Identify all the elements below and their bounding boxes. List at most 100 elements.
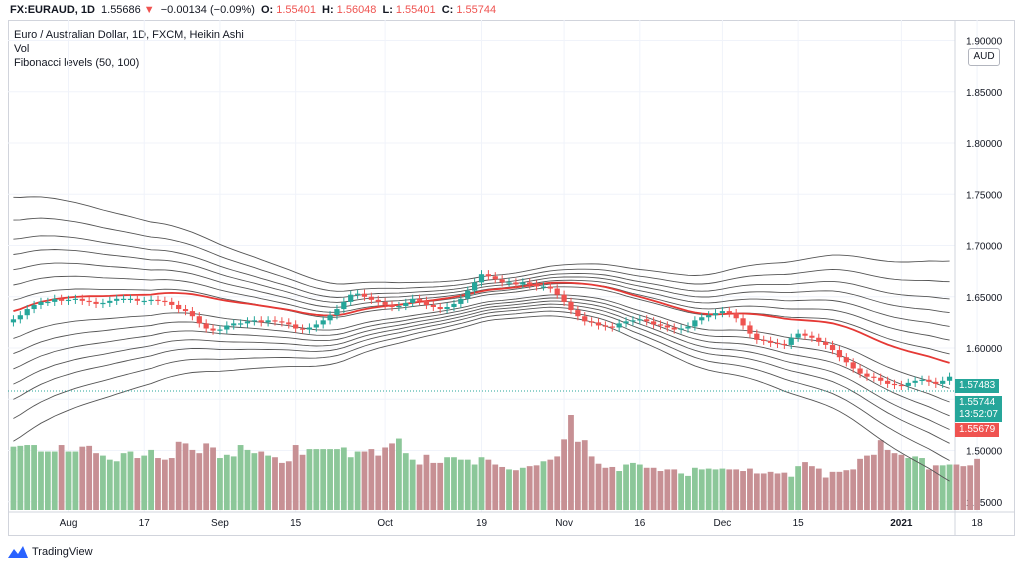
volume-bar	[513, 470, 519, 510]
candle-body	[258, 320, 264, 323]
candle-body	[884, 380, 891, 384]
bar-countdown: 13:52:07	[959, 409, 998, 420]
candle-body	[843, 357, 849, 363]
volume-bar	[926, 469, 932, 510]
volume-bar	[733, 469, 740, 510]
volume-bar	[967, 465, 974, 510]
candle-body	[341, 301, 347, 310]
volume-bar	[753, 473, 760, 510]
candle-body	[898, 384, 904, 387]
volume-bar	[196, 453, 203, 510]
volume-bar	[251, 453, 258, 510]
candle-body	[506, 282, 512, 284]
volume-bar	[320, 449, 327, 510]
candle-body	[485, 274, 491, 277]
legend-volume[interactable]: Vol	[14, 43, 30, 55]
footer-brand: TradingView	[32, 546, 93, 558]
close-value: 1.55744	[456, 4, 497, 16]
candle-body	[829, 344, 836, 351]
volume-bar	[829, 471, 836, 510]
volume-bar	[960, 466, 967, 510]
volume-bar	[31, 445, 37, 510]
volume-bar	[939, 465, 946, 510]
candle-body	[685, 326, 691, 329]
candle-body	[10, 319, 17, 323]
candle-body	[657, 324, 664, 326]
volume-bar	[396, 438, 402, 510]
x-tick-label: Nov	[555, 518, 573, 529]
volume-bar	[334, 449, 340, 510]
candle-body	[561, 294, 567, 302]
volume-bar	[361, 451, 368, 510]
candle-body	[754, 333, 760, 340]
candle-body	[637, 319, 643, 321]
symbol-name[interactable]: FX:EURAUD, 1D	[10, 4, 95, 16]
volume-bar	[292, 445, 299, 510]
candle-body	[623, 321, 629, 324]
volume-bar	[581, 440, 588, 510]
tradingview-logo[interactable]: TradingView	[8, 543, 93, 561]
candle-body	[795, 333, 801, 338]
volume-bar	[375, 455, 382, 510]
candle-body	[919, 379, 925, 381]
volume-bar	[857, 458, 863, 510]
candle-body	[313, 324, 319, 328]
volume-bar	[79, 446, 86, 510]
x-tick-label: 18	[972, 518, 984, 529]
candle-body	[127, 298, 134, 300]
candle-body	[45, 301, 51, 304]
volume-bar	[795, 466, 802, 510]
candle-body	[169, 301, 175, 305]
volume-bar	[478, 457, 485, 510]
volume-bar	[815, 468, 822, 510]
volume-bar	[237, 445, 244, 510]
candle-body	[492, 276, 498, 280]
candle-body	[664, 325, 670, 328]
candle-body	[286, 322, 292, 325]
legend-series[interactable]: Euro / Australian Dollar, 1D, FXCM, Heik…	[14, 29, 244, 41]
candle-body	[348, 294, 354, 302]
candle-body	[465, 290, 471, 299]
candle-body	[520, 282, 526, 285]
candle-body	[403, 302, 409, 306]
candle-body	[265, 320, 271, 323]
candle-body	[416, 298, 423, 301]
volume-bar	[244, 449, 251, 510]
volume-bar	[451, 457, 457, 510]
candle-body	[196, 316, 202, 324]
volume-bar	[705, 468, 712, 510]
candle-body	[162, 300, 168, 303]
candle-body	[24, 309, 30, 316]
volume-bar	[561, 439, 567, 510]
volume-bar	[747, 468, 753, 510]
candle-body	[251, 320, 257, 322]
volume-bar	[643, 467, 650, 510]
last-price: 1.55686	[101, 4, 141, 16]
y-tick-label: 1.65000	[966, 293, 1003, 304]
volume-bar	[919, 458, 925, 510]
legend-fibonacci[interactable]: Fibonacci levels (50, 100)	[14, 57, 140, 69]
candle-body	[644, 319, 650, 322]
candle-body	[59, 298, 65, 301]
volume-bar	[574, 441, 581, 510]
candle-body	[86, 300, 92, 303]
volume-bar	[650, 467, 657, 510]
candle-body	[210, 328, 216, 331]
fibonacci-band	[13, 275, 950, 341]
volume-bar	[182, 443, 189, 510]
volume-bar	[740, 471, 746, 510]
volume-bar	[17, 445, 24, 510]
volume-bar	[313, 449, 320, 510]
volume-bar	[685, 475, 691, 510]
candle-body	[671, 327, 677, 330]
volume-bar	[423, 454, 430, 510]
candle-body	[692, 320, 698, 327]
volume-bar	[210, 447, 216, 510]
candle-body	[878, 377, 884, 381]
candle-body	[864, 373, 870, 377]
candle-body	[396, 305, 402, 308]
volume-bar	[884, 449, 891, 510]
currency-badge[interactable]: AUD	[968, 48, 1000, 66]
y-tick-label: 1.75000	[966, 190, 1003, 201]
